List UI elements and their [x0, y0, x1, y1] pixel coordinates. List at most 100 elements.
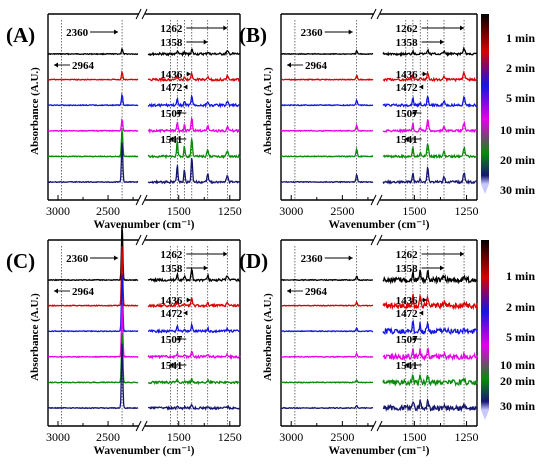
spectrum-line [47, 274, 241, 335]
x-axis-label: Wavenumber (cm⁻¹) [94, 219, 195, 231]
axis-break-mark [370, 234, 377, 246]
x-tick-label: 2500 [330, 204, 354, 218]
annotation-arrowhead [419, 84, 424, 90]
axis-break-mark [141, 8, 148, 20]
time-label: 5 min [506, 91, 535, 105]
time-label: 5 min [506, 330, 535, 344]
y-axis-label: Absorbance (A.U.) [262, 67, 274, 155]
annotation-arrowhead [348, 29, 353, 35]
annotation-arrowhead [348, 255, 353, 261]
spectrum-line [47, 142, 241, 185]
time-label: 1 min [506, 31, 535, 45]
annotation-arrowhead [411, 110, 416, 116]
panel-label: (C) [6, 249, 35, 273]
x-tick-label: 3000 [46, 204, 70, 218]
annotation-arrowhead [422, 297, 427, 303]
x-tick-label: 1500 [402, 204, 426, 218]
time-label: 2 min [506, 61, 535, 75]
panel-label: (D) [239, 249, 268, 273]
x-tick-label: 3000 [279, 204, 303, 218]
spectrum-line [280, 95, 478, 108]
spectrum-line [280, 374, 478, 387]
annotation-label: 2360 [66, 27, 89, 39]
spectrum-line [47, 343, 241, 411]
annotation-label: 1436 [160, 295, 183, 307]
panel-b: (B) 3000 2500 1500 1250 Wavenumber (cm⁻¹) Abso… [239, 8, 535, 231]
panel-c: (C) 3000 2500 1500 1250 Wavenumber (cm⁻¹) Abso… [6, 225, 242, 457]
spectrum-line [47, 92, 240, 109]
spectrum-line [280, 319, 478, 336]
annotation-arrowhead [440, 39, 445, 45]
x-tick-label: 1250 [218, 204, 242, 218]
annotation-label: 2360 [66, 253, 89, 265]
annotation-arrowhead [114, 255, 119, 261]
annotation-label: 1436 [160, 69, 183, 81]
annotation-arrowhead [411, 336, 416, 342]
annotation-arrowhead [422, 71, 427, 77]
x-axis-label: Wavenumber (cm⁻¹) [329, 219, 430, 231]
annotation-arrowhead [169, 136, 174, 142]
annotation-arrowhead [460, 251, 465, 257]
annotation-label: 2360 [301, 27, 324, 39]
axis-break-mark [135, 234, 142, 246]
annotation-arrowhead [287, 62, 291, 68]
time-label: 1 min [506, 269, 535, 283]
axis-break-mark [376, 420, 383, 432]
annotation-label: 1507 [160, 108, 183, 120]
annotation-label: 1358 [160, 37, 183, 49]
annotation-arrowhead [176, 110, 181, 116]
spectrum-line [280, 293, 478, 311]
panel-d: (D) 3000 2500 1500 1250 Wavenumber (cm⁻¹) Abso… [239, 234, 535, 457]
spectrum-line [281, 143, 478, 160]
annotation-label: 1472 [396, 82, 419, 94]
panel-a: (A) 3000 2500 1500 1250 Wavenumber (cm⁻¹) Abso… [6, 8, 242, 231]
spectrum-line [280, 70, 478, 83]
spectrum-line [47, 332, 241, 386]
annotation-arrowhead [404, 136, 409, 142]
annotation-arrowhead [404, 362, 409, 368]
annotation-arrowhead [169, 362, 174, 368]
annotation-arrowhead [114, 29, 119, 35]
x-tick-label: 2500 [330, 430, 354, 444]
y-axis-label: Absorbance (A.U.) [29, 293, 41, 381]
x-tick-label: 2500 [96, 204, 120, 218]
time-label: 30 min [500, 399, 535, 413]
annotation-label: 2964 [305, 286, 328, 298]
spectrum-line [280, 46, 478, 57]
panel-label: (A) [6, 23, 35, 47]
panel-label: (B) [239, 23, 267, 47]
annotation-label: 2964 [72, 60, 95, 72]
annotation-arrowhead [186, 297, 191, 303]
axis-break-mark [370, 8, 377, 20]
annotation-arrowhead [183, 310, 188, 316]
annotation-arrowhead [223, 251, 228, 257]
x-tick-label: 1500 [402, 430, 426, 444]
annotation-label: 1472 [160, 82, 183, 94]
annotation-label: 2964 [305, 60, 328, 72]
x-tick-label: 2500 [96, 430, 120, 444]
annotation-label: 1472 [396, 308, 419, 320]
annotation-arrowhead [54, 62, 58, 68]
axis-break-mark [135, 194, 142, 206]
annotation-label: 1436 [396, 69, 419, 81]
axis-break-mark [376, 8, 383, 20]
annotation-arrowhead [186, 71, 191, 77]
spectrum-line [280, 119, 478, 134]
annotation-arrowhead [287, 288, 291, 294]
x-axis-label: Wavenumber (cm⁻¹) [329, 445, 430, 457]
axis-break-mark [141, 234, 148, 246]
spectrum-line [280, 347, 478, 362]
axis-break-mark [370, 420, 377, 432]
axis-break-mark [370, 194, 377, 206]
x-tick-label: 1500 [167, 430, 191, 444]
annotation-arrowhead [460, 25, 465, 31]
annotation-label: 1358 [160, 263, 183, 275]
annotation-label: 1358 [396, 263, 419, 275]
axis-break-mark [141, 420, 148, 432]
time-label: 10 min [500, 358, 535, 372]
colorbar-arrow [481, 410, 489, 420]
annotation-label: 1507 [160, 334, 183, 346]
annotation-arrowhead [223, 25, 228, 31]
spectrum-line [47, 129, 241, 160]
axis-break-mark [376, 234, 383, 246]
